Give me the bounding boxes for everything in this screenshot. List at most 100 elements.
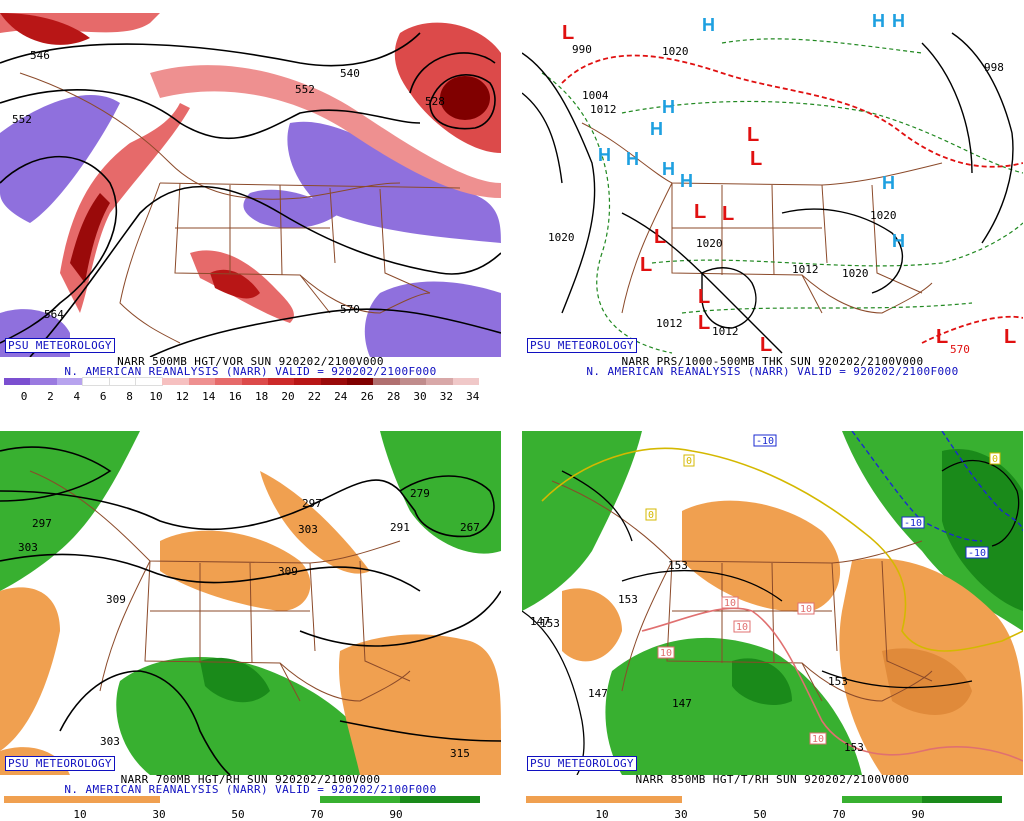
- scale-swatch: [56, 378, 84, 385]
- scale-tick-label: 10: [73, 808, 87, 821]
- high-center: H: [882, 173, 895, 193]
- isotherm-labels: -10 -10 -10 0 0 0 10 10 10 10: [645, 434, 1001, 745]
- contour-label: 147: [672, 697, 692, 710]
- moist-rh-area: [380, 431, 501, 554]
- isotherm-label: 0: [686, 456, 692, 467]
- isobars: [522, 32, 1014, 354]
- vorticity-max: [440, 76, 490, 120]
- map-valid-caption: N. AMERICAN REANALYSIS (NARR) VALID = 92…: [64, 783, 437, 796]
- scale-swatch: [108, 377, 137, 386]
- scale-tick-label: 26: [360, 390, 374, 403]
- height-contours: [0, 32, 501, 357]
- scale-swatch: [82, 377, 111, 386]
- low-center: L: [1004, 326, 1016, 348]
- isotherm-label: 10: [724, 598, 736, 609]
- contour-label: 279: [410, 487, 430, 500]
- high-center: H: [680, 171, 693, 191]
- scale-swatch: [347, 378, 374, 385]
- map-500mb: 546 552 540 552 528 564 570: [0, 13, 501, 357]
- scale-swatch: [294, 378, 321, 385]
- isotherm-label: 10: [736, 622, 748, 633]
- scale-tick-label: 50: [231, 808, 245, 821]
- panel-surface-pressure: 990 1004 1012 1020 1020 1020 998 1020 10…: [522, 0, 1023, 401]
- contour-label: 546: [30, 49, 50, 62]
- scale-tick-label: 30: [152, 808, 166, 821]
- scale-tick-label: 10: [149, 390, 163, 403]
- scale-swatch: [30, 378, 57, 385]
- contour-label: 540: [340, 67, 360, 80]
- panel-500mb-vorticity: 546 552 540 552 528 564 570 PSU METEOROL…: [0, 0, 501, 403]
- scale-swatch: [162, 378, 189, 385]
- low-center: L: [760, 334, 772, 356]
- very-moist-rh-area: [732, 658, 792, 706]
- scale-swatch: [526, 796, 682, 803]
- isobar-label: 1012: [712, 325, 739, 338]
- scale-swatch: [241, 378, 268, 385]
- zero-degree-isotherm: [541, 447, 1023, 652]
- scale-tick-label: 18: [254, 390, 269, 403]
- scale-tick-label: 2: [47, 390, 54, 403]
- rh-color-scale: [526, 796, 1002, 803]
- isobar-label: 1020: [870, 209, 897, 222]
- isobar-label: 1012: [590, 103, 617, 116]
- high-center: H: [626, 149, 639, 169]
- contour-labels: 147 153 147 153 153 153 147 153: [530, 559, 864, 754]
- isobar-label: 990: [572, 43, 592, 56]
- high-center: H: [702, 15, 715, 35]
- scale-swatch: [320, 796, 400, 803]
- map-caption: NARR 700MB HGT/RH SUN 920202/2100V000: [120, 773, 381, 786]
- positive-vorticity-area: [60, 103, 190, 313]
- scale-tick-label: 34: [466, 390, 480, 403]
- scale-tick-label: 6: [99, 390, 107, 403]
- scale-swatch: [373, 378, 400, 385]
- high-center: H: [598, 145, 611, 165]
- psu-meteorology-brand: PSU METEOROLOGY: [5, 756, 115, 771]
- scale-tick-label: 90: [389, 808, 403, 821]
- low-center: L: [640, 254, 652, 276]
- dry-rh-area: [160, 530, 311, 611]
- thickness-540-line: [561, 54, 1023, 344]
- contour-label: 153: [540, 617, 560, 630]
- scale-tick-label: 22: [307, 390, 322, 403]
- scale-swatch: [267, 378, 295, 385]
- scale-swatch: [215, 378, 242, 385]
- height-contours: [0, 446, 501, 775]
- scale-tick-label: 32: [439, 390, 454, 403]
- isobar-label: 998: [984, 61, 1004, 74]
- positive-vorticity-area: [0, 13, 90, 45]
- scale-swatch: [452, 378, 480, 385]
- isotherm-label: 0: [992, 454, 998, 465]
- contour-labels: 546 552 540 552 528 564 570: [12, 49, 445, 321]
- isotherm-label: 10: [660, 648, 672, 659]
- thickness-label: 570: [950, 343, 970, 356]
- isobar-label: 1020: [548, 231, 575, 244]
- isobar-label: 1012: [656, 317, 683, 330]
- contour-label: 570: [340, 303, 360, 316]
- map-valid-caption: N. AMERICAN REANALYSIS (NARR) VALID = 92…: [586, 365, 959, 378]
- contour-label: 303: [298, 523, 318, 536]
- panel-700mb-rh: 297 303 309 303 297 303 309 315 279 291 …: [0, 418, 501, 821]
- scale-tick-label: 24: [334, 390, 348, 403]
- contour-label: 552: [295, 83, 315, 96]
- low-center: L: [722, 203, 734, 225]
- contour-label: 147: [530, 615, 550, 628]
- isobar-label: 1020: [842, 267, 869, 280]
- isobar-label: 1004: [582, 89, 609, 102]
- map-850mb: 147 153 147 153 153 153 147 153 -10 -10 …: [522, 431, 1023, 775]
- very-moist-rh-area: [200, 657, 270, 703]
- scale-swatch: [922, 796, 1002, 803]
- dry-rh-area: [260, 471, 370, 574]
- low-center: L: [654, 226, 666, 248]
- panel-850mb-temp-rh: 147 153 147 153 153 153 147 153 -10 -10 …: [522, 418, 1023, 821]
- negative-vorticity-area: [0, 94, 120, 223]
- low-center: L: [694, 201, 706, 223]
- low-center: L: [562, 22, 574, 44]
- contour-label: 297: [302, 497, 322, 510]
- moist-rh-area: [0, 431, 140, 591]
- contour-label: 153: [668, 559, 688, 572]
- map-borders: [19, 72, 461, 344]
- scale-tick-label: 16: [228, 390, 242, 403]
- dry-rh-area: [0, 587, 60, 751]
- contour-label: 564: [44, 308, 64, 321]
- scale-tick-label: 28: [386, 390, 401, 403]
